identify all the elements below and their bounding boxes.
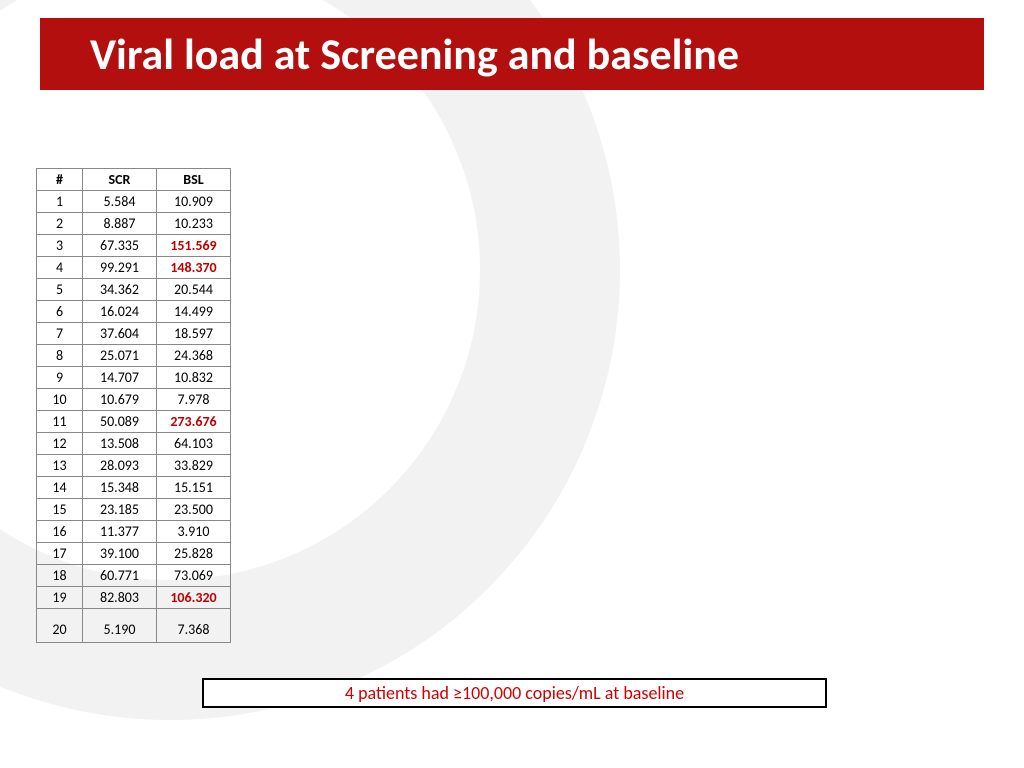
cell-bsl: 24.368 bbox=[157, 345, 231, 367]
cell-scr: 50.089 bbox=[83, 411, 157, 433]
cell-index: 2 bbox=[37, 213, 83, 235]
table-row: 28.88710.233 bbox=[37, 213, 231, 235]
table-row: 1213.50864.103 bbox=[37, 433, 231, 455]
cell-scr: 16.024 bbox=[83, 301, 157, 323]
cell-scr: 13.508 bbox=[83, 433, 157, 455]
cell-index: 3 bbox=[37, 235, 83, 257]
cell-index: 9 bbox=[37, 367, 83, 389]
cell-index: 1 bbox=[37, 191, 83, 213]
slide-title: Viral load at Screening and baseline bbox=[40, 18, 984, 90]
footer-callout: 4 patients had ≥100,000 copies/mL at bas… bbox=[202, 678, 827, 708]
cell-scr: 15.348 bbox=[83, 477, 157, 499]
viral-load-table: # SCR BSL 15.58410.90928.88710.233367.33… bbox=[36, 168, 231, 643]
cell-index: 13 bbox=[37, 455, 83, 477]
table-row: 825.07124.368 bbox=[37, 345, 231, 367]
col-header-scr: SCR bbox=[83, 169, 157, 191]
cell-scr: 10.679 bbox=[83, 389, 157, 411]
cell-scr: 14.707 bbox=[83, 367, 157, 389]
cell-scr: 39.100 bbox=[83, 543, 157, 565]
cell-bsl: 64.103 bbox=[157, 433, 231, 455]
table-row: 1982.803106.320 bbox=[37, 587, 231, 609]
cell-scr: 28.093 bbox=[83, 455, 157, 477]
table-row: 616.02414.499 bbox=[37, 301, 231, 323]
cell-index: 5 bbox=[37, 279, 83, 301]
cell-index: 20 bbox=[37, 609, 83, 643]
cell-scr: 82.803 bbox=[83, 587, 157, 609]
table-row: 1415.34815.151 bbox=[37, 477, 231, 499]
cell-scr: 34.362 bbox=[83, 279, 157, 301]
cell-index: 8 bbox=[37, 345, 83, 367]
table-row: 534.36220.544 bbox=[37, 279, 231, 301]
cell-bsl: 273.676 bbox=[157, 411, 231, 433]
cell-scr: 37.604 bbox=[83, 323, 157, 345]
table-row: 1860.77173.069 bbox=[37, 565, 231, 587]
cell-scr: 11.377 bbox=[83, 521, 157, 543]
cell-bsl: 18.597 bbox=[157, 323, 231, 345]
cell-scr: 23.185 bbox=[83, 499, 157, 521]
table-row: 15.58410.909 bbox=[37, 191, 231, 213]
cell-index: 12 bbox=[37, 433, 83, 455]
table-row: 205.1907.368 bbox=[37, 609, 231, 643]
cell-index: 14 bbox=[37, 477, 83, 499]
cell-index: 15 bbox=[37, 499, 83, 521]
cell-scr: 60.771 bbox=[83, 565, 157, 587]
table-row: 367.335151.569 bbox=[37, 235, 231, 257]
cell-bsl: 20.544 bbox=[157, 279, 231, 301]
table-row: 737.60418.597 bbox=[37, 323, 231, 345]
cell-index: 10 bbox=[37, 389, 83, 411]
cell-scr: 8.887 bbox=[83, 213, 157, 235]
cell-bsl: 7.978 bbox=[157, 389, 231, 411]
cell-bsl: 33.829 bbox=[157, 455, 231, 477]
cell-scr: 5.584 bbox=[83, 191, 157, 213]
table-header-row: # SCR BSL bbox=[37, 169, 231, 191]
cell-index: 6 bbox=[37, 301, 83, 323]
cell-bsl: 10.909 bbox=[157, 191, 231, 213]
cell-index: 16 bbox=[37, 521, 83, 543]
cell-bsl: 7.368 bbox=[157, 609, 231, 643]
table-row: 1328.09333.829 bbox=[37, 455, 231, 477]
cell-bsl: 10.233 bbox=[157, 213, 231, 235]
cell-bsl: 3.910 bbox=[157, 521, 231, 543]
cell-bsl: 148.370 bbox=[157, 257, 231, 279]
col-header-index: # bbox=[37, 169, 83, 191]
table-row: 914.70710.832 bbox=[37, 367, 231, 389]
cell-index: 18 bbox=[37, 565, 83, 587]
cell-bsl: 10.832 bbox=[157, 367, 231, 389]
cell-index: 19 bbox=[37, 587, 83, 609]
cell-bsl: 106.320 bbox=[157, 587, 231, 609]
cell-bsl: 23.500 bbox=[157, 499, 231, 521]
cell-bsl: 73.069 bbox=[157, 565, 231, 587]
cell-bsl: 15.151 bbox=[157, 477, 231, 499]
cell-scr: 67.335 bbox=[83, 235, 157, 257]
cell-index: 17 bbox=[37, 543, 83, 565]
table-row: 1739.10025.828 bbox=[37, 543, 231, 565]
table-row: 1523.18523.500 bbox=[37, 499, 231, 521]
cell-scr: 25.071 bbox=[83, 345, 157, 367]
cell-index: 4 bbox=[37, 257, 83, 279]
cell-scr: 99.291 bbox=[83, 257, 157, 279]
cell-index: 7 bbox=[37, 323, 83, 345]
col-header-bsl: BSL bbox=[157, 169, 231, 191]
cell-index: 11 bbox=[37, 411, 83, 433]
cell-bsl: 151.569 bbox=[157, 235, 231, 257]
table-row: 1010.6797.978 bbox=[37, 389, 231, 411]
table-row: 1611.3773.910 bbox=[37, 521, 231, 543]
cell-bsl: 14.499 bbox=[157, 301, 231, 323]
table-row: 1150.089273.676 bbox=[37, 411, 231, 433]
table-row: 499.291148.370 bbox=[37, 257, 231, 279]
cell-scr: 5.190 bbox=[83, 609, 157, 643]
cell-bsl: 25.828 bbox=[157, 543, 231, 565]
